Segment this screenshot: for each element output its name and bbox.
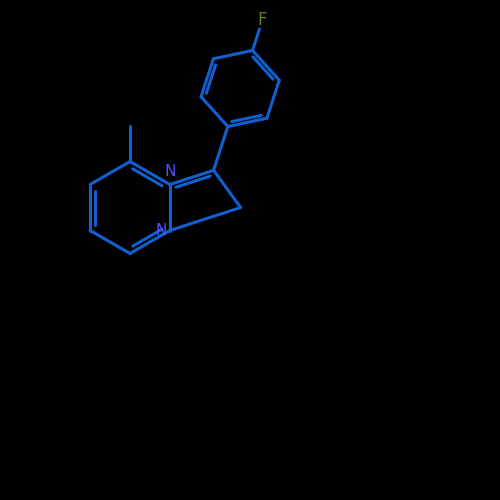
Text: F: F <box>258 12 267 30</box>
Text: N: N <box>156 223 168 238</box>
Text: N: N <box>164 164 175 178</box>
